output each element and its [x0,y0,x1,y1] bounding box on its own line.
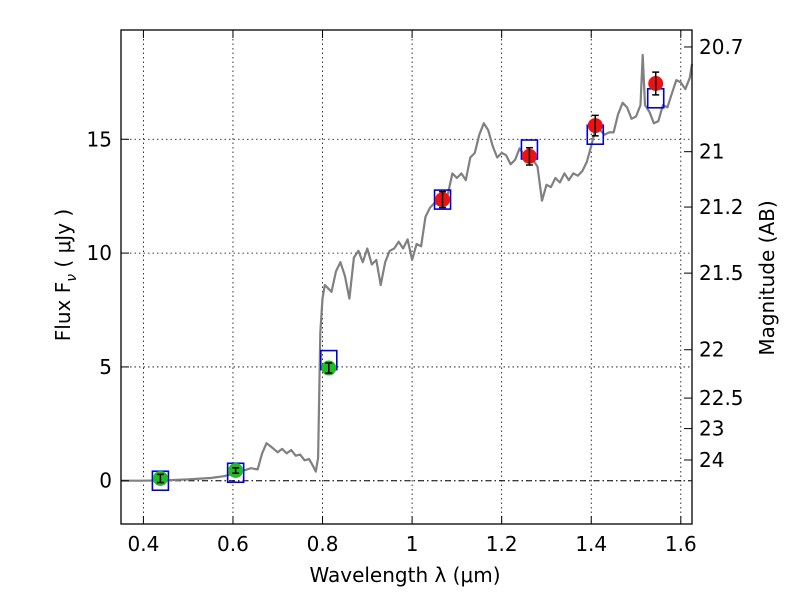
x-tick-label: 1.6 [665,532,697,556]
right-tick-label: 24 [699,448,724,472]
x-tick-label: 0.8 [307,532,339,556]
right-tick-label: 21 [699,140,724,164]
right-tick-label: 22.5 [699,386,744,410]
model-box-group [151,87,665,492]
x-tick-label: 1.4 [575,532,607,556]
grid [121,30,692,524]
x-axis-label: Wavelength λ (μm) [309,563,500,587]
y-tick-label: 10 [87,241,112,265]
x-tick-label: 0.4 [127,532,159,556]
photometry-points-group [152,71,664,486]
x-tick-label: 1.2 [486,532,518,556]
x-tick-label: 1 [406,532,419,556]
y-axis-label-subscript: ν [64,274,80,282]
y-axis-label-main: Flux F [51,282,75,341]
right-tick-label: 23 [699,417,724,441]
y-tick-label: 5 [99,355,112,379]
y-axis-label-unit: ( μJy ) [51,209,75,274]
right-tick-label: 21.5 [699,261,744,285]
plot-frame-group [120,29,693,525]
model-box-marker [433,189,452,210]
right-tick-label: 21.2 [699,195,744,219]
y-tick-label: 15 [87,127,112,151]
right-axis-label: Magnitude (AB) [755,200,779,355]
model-spectrum-line [121,53,694,482]
tick-group: 0.4 0.6 0.8 1 1.2 1.4 1.6 0 5 10 15 20.7 21 21.2 21.5 2… [87,30,744,556]
right-tick-label: 20.7 [699,35,744,59]
plot-frame [120,29,693,525]
x-tick-label: 0.6 [217,532,249,556]
model-spectrum-group [121,53,694,482]
right-tick-label: 22 [699,338,724,362]
y-tick-label: 0 [99,469,112,493]
y-axis-label: Flux Fν ( μJy ) [51,209,80,341]
